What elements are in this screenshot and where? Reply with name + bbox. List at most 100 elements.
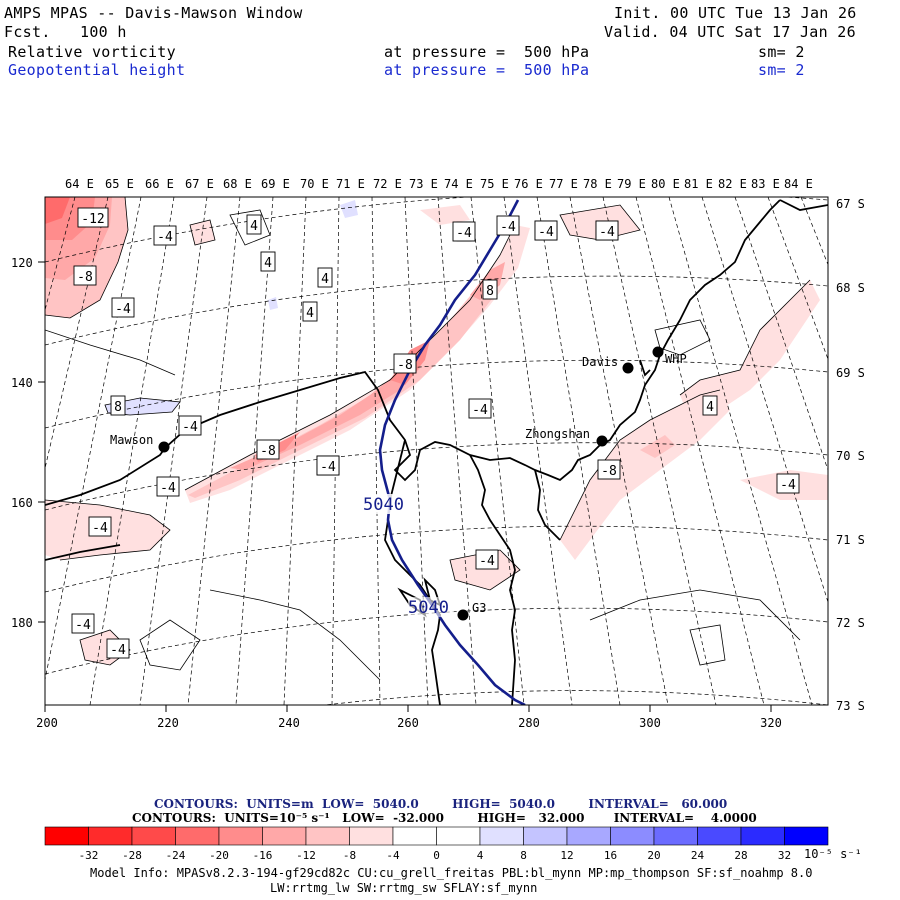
right-axis-label: 73 S: [836, 699, 865, 713]
colorbar-swatch: [392, 826, 437, 846]
bottom-axis-label: 220: [157, 716, 179, 730]
colorbar-tick-label: 20: [647, 849, 660, 862]
colorbar-swatch: [305, 826, 350, 846]
vorticity-label-box: [106, 638, 130, 659]
vorticity-label-box: [260, 251, 276, 272]
colorbar-swatch: [88, 826, 133, 846]
vorticity-label: -4: [92, 521, 108, 536]
valid-time: Valid. 04 UTC Sat 17 Jan 26: [604, 23, 856, 41]
colorbar-swatch: [697, 826, 742, 846]
station-marker-davis: [622, 362, 634, 374]
colorbar-swatch: [218, 826, 263, 846]
vorticity-label-box: [482, 279, 498, 300]
height-contour-labels: 5040 5040: [362, 494, 454, 618]
fcst-value: 100 h: [80, 23, 127, 41]
colorbar-tick-label: 0: [433, 849, 440, 862]
colorbar-swatch: [740, 826, 785, 846]
vorticity-label: -4: [472, 403, 488, 418]
right-axis-labels: 67 S 68 S 69 S 70 S 71 S 72 S 73 S: [836, 197, 865, 713]
model-info-line2: LW:rrtmg_lw SW:rrtmg_sw SFLAY:sf_mynn: [270, 881, 538, 895]
vorticity-label-box: [246, 214, 262, 235]
bottom-axis-label: 300: [639, 716, 661, 730]
vorticity-label: -4: [500, 220, 516, 235]
top-axis-label: 79 E: [617, 177, 646, 191]
init-time: Init. 00 UTC Tue 13 Jan 26: [614, 4, 857, 22]
vorticity-label: -4: [75, 618, 91, 633]
vorticity-label-box: [110, 395, 126, 416]
vorticity-label-box: [496, 215, 520, 236]
colorbar-swatch: [44, 826, 89, 846]
map-area: [45, 197, 828, 705]
colorbar-swatch: [262, 826, 307, 846]
colorbar-swatch: [523, 826, 568, 846]
station-marker-whp: [652, 346, 664, 358]
vorticity-label-box: [156, 476, 180, 497]
colorbar-tick-label: -4: [386, 849, 400, 862]
bottom-axis-label: 260: [397, 716, 419, 730]
vorticity-label-box: [393, 353, 417, 374]
left-axis-label: 120: [11, 256, 33, 270]
colorbar-tick-label: -28: [122, 849, 142, 862]
top-axis-label: 78 E: [583, 177, 612, 191]
vorticity-label-box: [316, 455, 340, 476]
top-axis-label: 68 E: [223, 177, 252, 191]
colorbar-tick-label: 32: [778, 849, 791, 862]
top-axis-label: 65 E: [105, 177, 134, 191]
height-contour-label: 5040: [363, 495, 404, 515]
meridians: [45, 197, 828, 705]
top-axis-label: 71 E: [336, 177, 365, 191]
bottom-axis-label: 320: [760, 716, 782, 730]
right-axis-label: 71 S: [836, 533, 865, 547]
vorticity-label-box: [111, 297, 135, 318]
vorticity-label-box: [534, 220, 558, 241]
colorbar-swatch: [610, 826, 655, 846]
vorticity-label: -8: [397, 358, 413, 373]
vorticity-label-box: [468, 398, 492, 419]
vorticity-label: 4: [264, 256, 272, 271]
vorticity-label: -8: [601, 464, 617, 479]
right-axis-label: 68 S: [836, 281, 865, 295]
top-axis-label: 70 E: [300, 177, 329, 191]
station-marker-mawson: [158, 441, 170, 453]
station-marker-zhongshan: [596, 435, 608, 447]
vorticity-label-box: [302, 301, 318, 322]
vorticity-label: -4: [538, 225, 554, 240]
vorticity-label: -4: [599, 225, 615, 240]
top-axis-labels: 64 E 65 E 66 E 67 E 68 E 69 E 70 E 71 E …: [65, 177, 813, 191]
station-label-whp: WHP: [665, 352, 687, 366]
vorticity-label: -4: [115, 302, 131, 317]
colorbar: -32 -28 -24 -20 -16 -12 -8 -4 0 4 8 12 16 20 24 28 32: [44, 826, 829, 862]
right-axis-label: 70 S: [836, 449, 865, 463]
vorticity-label: -4: [110, 643, 126, 658]
vorticity-label-box: [776, 473, 800, 494]
vorticity-label-box: [178, 415, 202, 436]
right-axis-label: 69 S: [836, 366, 865, 380]
vorticity-contour-info: CONTOURS: UNITS=10⁻⁵ s⁻¹ LOW= -32.000 HI…: [132, 811, 757, 825]
height-contour-label: 5040: [408, 598, 449, 618]
bottom-axis-label: 240: [278, 716, 300, 730]
vorticity-label: -8: [260, 444, 276, 459]
top-axis-label: 83 E: [751, 177, 780, 191]
colorbar-swatch: [479, 826, 524, 846]
stations: Davis WHP Mawson Zhongshan G3: [110, 346, 687, 621]
top-axis-label: 84 E: [784, 177, 813, 191]
vorticity-label: -4: [456, 226, 472, 241]
field2-smoothing: sm= 2: [758, 61, 805, 79]
left-axis-labels: 120 140 160 180: [11, 256, 33, 630]
vorticity-label-box: [317, 267, 333, 288]
vorticity-label: 4: [306, 306, 314, 321]
vorticity-label: 8: [114, 400, 122, 415]
vorticity-label: 4: [250, 219, 258, 234]
vorticity-label-box: [475, 549, 499, 570]
vorticity-label-box: [153, 225, 177, 246]
right-axis-label: 67 S: [836, 197, 865, 211]
vorticity-label-box: [256, 439, 280, 460]
top-axis-label: 64 E: [65, 177, 94, 191]
vorticity-label: -8: [77, 270, 93, 285]
vorticity-label-box: [595, 220, 619, 241]
colorbar-tick-label: 4: [477, 849, 484, 862]
vorticity-label: -4: [479, 554, 495, 569]
vorticity-label-box: [77, 207, 109, 228]
vorticity-label-box: [88, 516, 112, 537]
